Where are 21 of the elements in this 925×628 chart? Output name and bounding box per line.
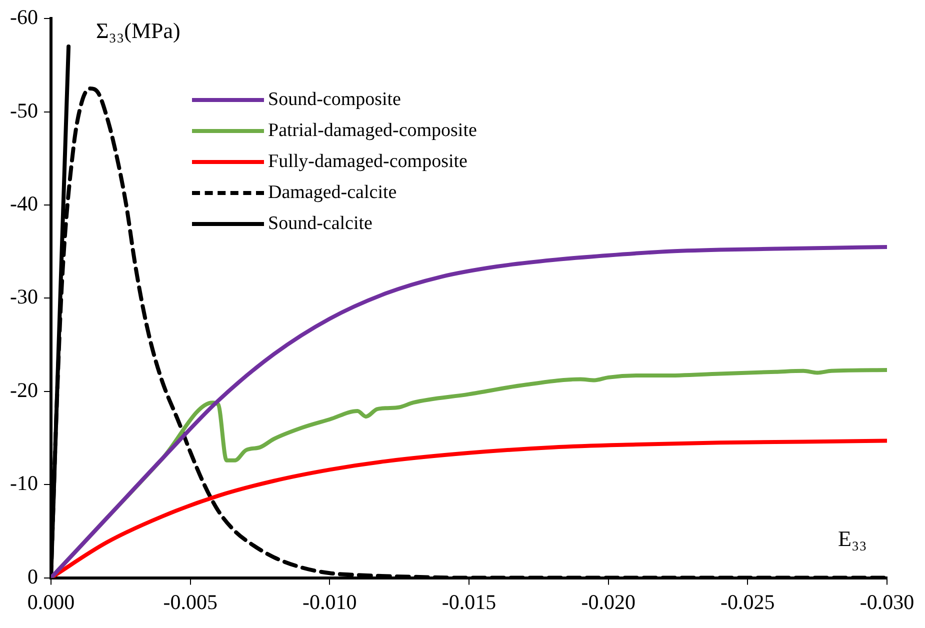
- y-tick-label: -40: [10, 192, 38, 216]
- y-tick-label: -10: [10, 471, 38, 496]
- x-tick-label: -0.005: [163, 590, 218, 614]
- x-tick-label: -0.025: [720, 590, 775, 614]
- y-tick-label: 0: [27, 564, 38, 588]
- legend-label: Sound-calcite: [268, 212, 372, 234]
- x-axis-title: E₃₃: [838, 526, 867, 552]
- y-tick-label: -20: [10, 378, 38, 402]
- legend-label: Sound-composite: [268, 88, 401, 110]
- legend-label: Fully-damaged-composite: [268, 150, 468, 172]
- x-tick-label: -0.015: [442, 590, 496, 614]
- x-tick-label: -0.010: [302, 590, 357, 614]
- x-tick-label: -0.020: [581, 590, 636, 614]
- y-axis-title: Σ₃₃(MPa): [96, 18, 180, 44]
- y-tick-label: -60: [10, 5, 38, 30]
- y-tick-label: -30: [10, 284, 38, 309]
- x-tick-label: 0.000: [27, 590, 75, 614]
- y-tick-label: -50: [10, 98, 38, 122]
- x-tick-label: -0.030: [860, 590, 914, 614]
- legend-label: Patrial-damaged-composite: [268, 120, 477, 142]
- legend-label: Damaged-calcite: [268, 182, 397, 204]
